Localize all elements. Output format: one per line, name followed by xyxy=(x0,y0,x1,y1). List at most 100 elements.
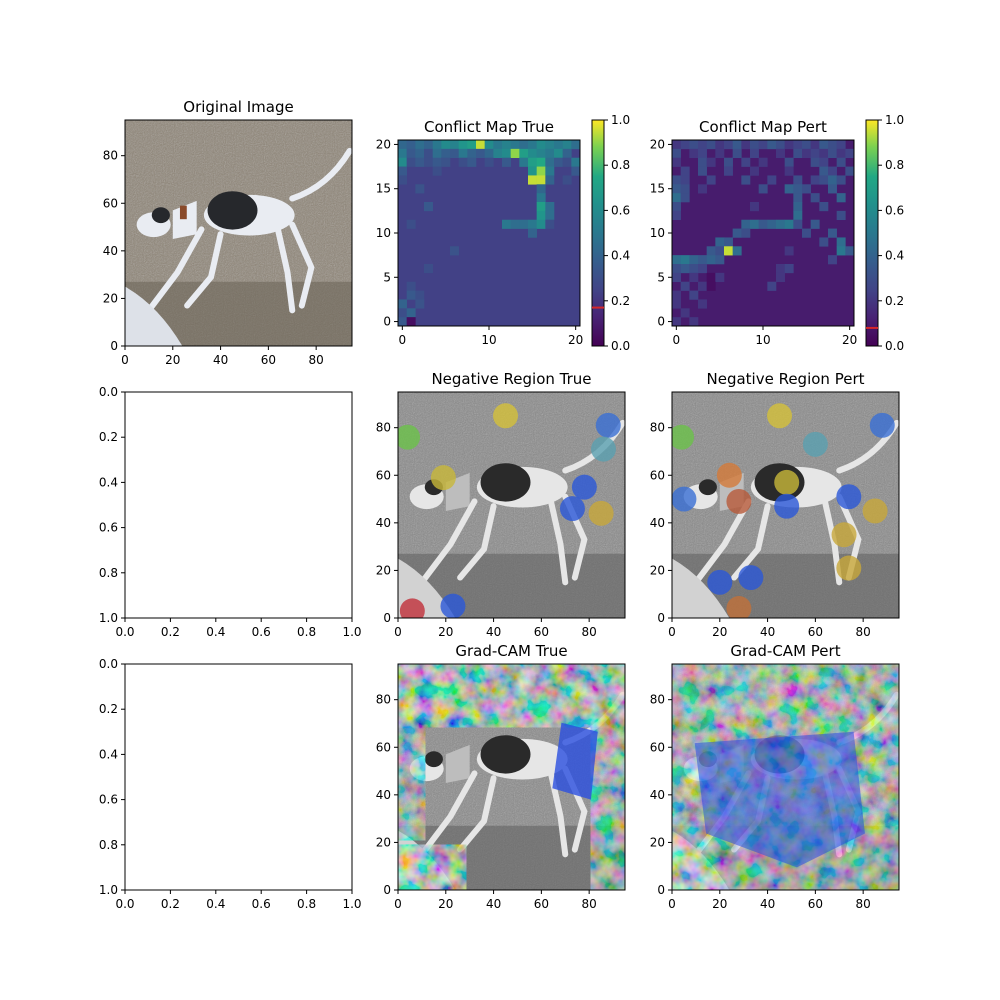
y-tick-label: 20 xyxy=(376,835,391,849)
heatmap-cell xyxy=(415,148,425,159)
heatmap-cell xyxy=(750,140,759,150)
heatmap-cell xyxy=(828,140,837,150)
heatmap-cell xyxy=(802,140,811,150)
y-tick-label: 60 xyxy=(376,740,391,754)
x-tick-label: 60 xyxy=(808,625,823,639)
heatmap-cell xyxy=(828,148,837,159)
heatmap-cell xyxy=(680,166,690,176)
heatmap-cell xyxy=(828,228,837,238)
x-tick-label: 80 xyxy=(582,625,597,639)
heatmap-cell xyxy=(571,140,581,150)
heat-blob xyxy=(862,498,888,524)
heatmap-cell xyxy=(536,193,546,203)
heatmap-cell xyxy=(784,184,794,194)
heatmap-cell xyxy=(424,140,433,150)
heatmap-cell xyxy=(510,219,520,229)
y-tick-label: 0 xyxy=(383,611,391,625)
heatmap-cell xyxy=(741,140,751,150)
y-tick-label: 20 xyxy=(376,137,391,151)
heatmap-cell xyxy=(689,272,699,283)
heatmap-cell xyxy=(750,166,759,176)
heatmap-cell xyxy=(502,140,511,150)
heatmap-cell xyxy=(836,157,846,167)
dog-leg xyxy=(274,226,296,314)
heatmap-cell xyxy=(732,246,742,256)
heatmap-cell xyxy=(536,184,546,194)
heatmap-cell xyxy=(810,157,820,167)
heatmap-cell xyxy=(536,157,546,167)
heatmap-cell xyxy=(758,184,768,194)
heatmap-cell xyxy=(519,140,529,150)
heatmap-cell xyxy=(698,166,707,176)
heatmap-cell xyxy=(836,210,846,221)
colorbar-tick-label: 0.0 xyxy=(611,339,630,353)
panel-title: Negative Region Pert xyxy=(707,370,865,388)
x-tick-label: 20 xyxy=(438,625,453,639)
heatmap-cell xyxy=(680,193,690,203)
blue-region xyxy=(694,731,865,868)
heatmap-cell xyxy=(432,157,442,167)
heatmap-cell xyxy=(672,317,681,327)
heatmap-cell xyxy=(406,140,416,150)
y-tick-label: 80 xyxy=(650,421,665,435)
y-tick-label: 10 xyxy=(376,226,391,240)
x-tick-label: 0.2 xyxy=(161,625,180,639)
heat-blob xyxy=(774,493,800,519)
heat-blob xyxy=(672,424,695,450)
heatmap-cell xyxy=(715,237,725,247)
colorbar-tick-label: 0.8 xyxy=(885,158,904,172)
heatmap-cell xyxy=(706,281,716,291)
heatmap-cell xyxy=(672,255,681,265)
dog-ear xyxy=(151,207,170,224)
second-dog xyxy=(672,558,730,618)
heatmap-cell xyxy=(828,255,837,265)
heatmap-cell xyxy=(793,210,803,221)
heatmap-cell xyxy=(554,148,563,159)
y-tick-label: 20 xyxy=(650,563,665,577)
heat-blob xyxy=(738,565,764,591)
heatmap-cell xyxy=(784,157,794,167)
heatmap-cell xyxy=(672,299,681,309)
y-tick-label: 0.6 xyxy=(99,793,118,807)
heatmap-cell xyxy=(810,175,820,185)
heatmap-cell xyxy=(680,308,690,318)
colorbar-tick-label: 0.6 xyxy=(885,203,904,217)
x-tick-label: 60 xyxy=(808,897,823,911)
colorbar xyxy=(865,119,879,347)
x-tick-label: 20 xyxy=(712,897,727,911)
heatmap-cell xyxy=(758,140,768,150)
heatmap-cell xyxy=(510,148,520,159)
x-tick-label: 40 xyxy=(213,353,228,367)
heatmap-cell xyxy=(398,317,407,327)
y-tick-label: 0.0 xyxy=(99,385,118,399)
heatmap-cell xyxy=(776,148,785,159)
y-tick-label: 80 xyxy=(103,149,118,163)
heatmap-cell xyxy=(845,166,855,176)
heatmap-cell xyxy=(732,148,742,159)
dog-leg xyxy=(184,231,224,309)
heatmap-cell xyxy=(672,157,681,167)
heatmap-cell xyxy=(502,157,511,167)
x-tick-label: 40 xyxy=(486,897,501,911)
heatmap-cell xyxy=(715,272,725,283)
heatmap-cell xyxy=(793,202,803,212)
heatmap-cell xyxy=(406,219,416,229)
heatmap-cell xyxy=(672,148,681,159)
heatmap-cell xyxy=(793,193,803,203)
heatmap-cell xyxy=(450,140,459,150)
heatmap-cell xyxy=(528,166,537,176)
panel-original: Original Image 0 20 40 60 80 0 20 40 60 80 xyxy=(103,98,353,367)
heatmap-cell xyxy=(819,148,829,159)
heatmap-cell xyxy=(441,157,451,167)
heatmap-cell xyxy=(398,175,407,185)
heat-blob xyxy=(831,522,857,548)
x-tick-label: 0 xyxy=(399,333,407,347)
heatmap-cell xyxy=(519,157,529,167)
heatmap-cell xyxy=(810,193,820,203)
heatmap-cell xyxy=(767,281,777,291)
colorbar-tick-label: 0.2 xyxy=(885,294,904,308)
panel-title: Conflict Map True xyxy=(424,118,554,136)
heatmap-cell xyxy=(562,140,572,150)
heatmap-cell xyxy=(536,219,546,229)
heatmap-cell xyxy=(836,246,846,256)
